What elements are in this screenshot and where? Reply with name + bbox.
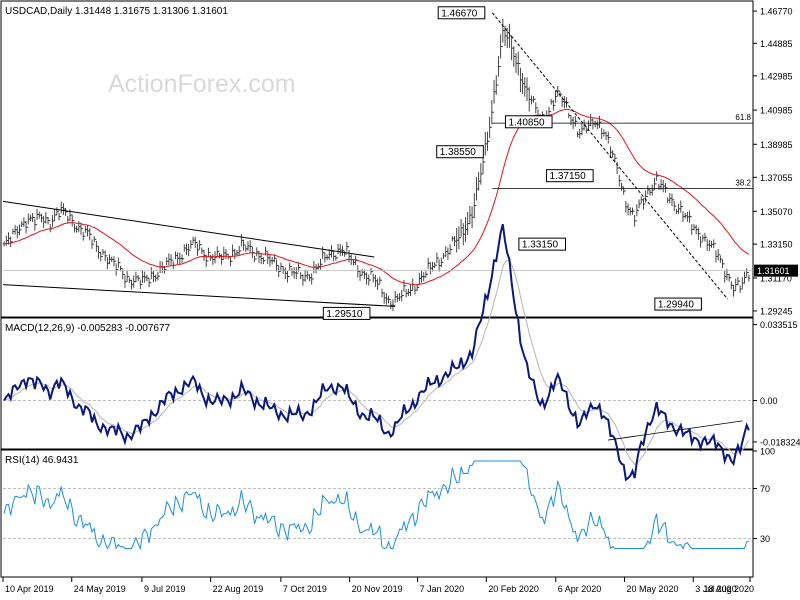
x-tick-label: 18 Aug 2020 (703, 584, 754, 594)
x-tick-label: 10 Apr 2019 (5, 584, 54, 594)
rsi-layer (3, 460, 753, 551)
macd-line (3, 223, 750, 482)
falling-trendline (491, 12, 728, 300)
lower-trendline (2, 284, 396, 307)
rsi-axis-tick-label: 70 (760, 484, 770, 494)
price-annotation-label: 1.29510 (326, 309, 363, 320)
price-annotation-box (504, 115, 553, 129)
price-annotation-box (437, 6, 486, 20)
price-axis-tick-label: 1.42985 (760, 71, 793, 81)
moving-average-line (4, 108, 750, 286)
x-tick-label: 20 Nov 2019 (352, 584, 403, 594)
price-annotation-label: 1.38550 (440, 147, 477, 158)
price-panel-frame (0, 0, 754, 318)
price-annotation-box (654, 297, 702, 311)
current-price-box (754, 264, 798, 277)
macd-axis-tick-label: 0.00 (760, 396, 778, 406)
price-annotation-box (518, 237, 566, 251)
price-axis-tick-label: 1.38985 (760, 140, 793, 150)
price-annotation-label: 1.33150 (522, 240, 559, 251)
x-tick-label: 7 Jan 2020 (420, 584, 465, 594)
price-axis-tick-label: 1.37055 (760, 173, 793, 183)
fib-level-label: 38.2 (735, 179, 751, 188)
price-annotation-label: 1.29940 (658, 300, 695, 311)
price-axis-tick-label: 1.40985 (760, 106, 793, 116)
price-axis-tick-label: 1.35070 (760, 207, 793, 217)
price-annotation-box (322, 306, 371, 320)
x-tick-label: 22 Aug 2019 (213, 584, 264, 594)
macd-trendline (608, 420, 743, 441)
rsi-axis-tick-label: 100 (760, 447, 775, 457)
rsi-axis-tick-label: 30 (760, 534, 770, 544)
price-axis-tick-label: 1.46770 (760, 7, 793, 17)
symbol-header: USDCAD,Daily 1.31448 1.31675 1.31306 1.3… (5, 6, 228, 17)
price-annotation-box (436, 145, 484, 159)
x-tick-label: 9 Jul 2019 (144, 584, 186, 594)
price-axis-tick-label: 1.31170 (760, 274, 792, 284)
price-layer: 61.8 38.2 1.31601 1.46670 1.40850 1.38550 1.37… (2, 6, 798, 320)
x-tick-label: 3 Jul 2020 (695, 584, 737, 594)
price-annotation-label: 1.46670 (441, 8, 478, 19)
price-annotation-label: 1.37150 (550, 171, 587, 182)
price-annotation-label: 1.40850 (508, 117, 545, 128)
fib-level-label: 61.8 (735, 113, 751, 122)
macd-title: MACD(12,26,9) -0.005283 -0.007677 (5, 323, 171, 334)
macd-layer (3, 223, 753, 482)
rsi-panel-frame (0, 449, 754, 578)
x-tick-label: 6 Apr 2020 (558, 584, 602, 594)
axis-layer: 1.46770 1.44885 1.42985 1.40985 1.38985 1.370… (2, 7, 800, 594)
macd-axis-tick-label: -0.018324 (760, 437, 800, 447)
upper-trendline (2, 200, 375, 258)
rsi-line (3, 460, 750, 551)
current-price-label: 1.31601 (757, 266, 790, 276)
x-tick-label: 20 May 2020 (627, 584, 679, 594)
x-tick-label: 20 Feb 2020 (488, 584, 539, 594)
x-tick-label: 24 May 2019 (74, 584, 126, 594)
rsi-title: RSI(14) 46.9431 (5, 455, 79, 466)
price-axis-tick-label: 1.33150 (760, 240, 793, 250)
macd-panel-frame (0, 317, 754, 450)
macd-axis-tick-label: 0.033515 (760, 320, 798, 330)
price-axis-tick-label: 1.44885 (760, 39, 793, 49)
macd-signal-line (3, 259, 750, 465)
watermark: ActionForex.com (108, 70, 296, 98)
price-axis-tick-label: 1.29245 (760, 306, 793, 316)
x-tick-label: 7 Oct 2019 (283, 584, 327, 594)
price-annotation-box (546, 169, 594, 183)
